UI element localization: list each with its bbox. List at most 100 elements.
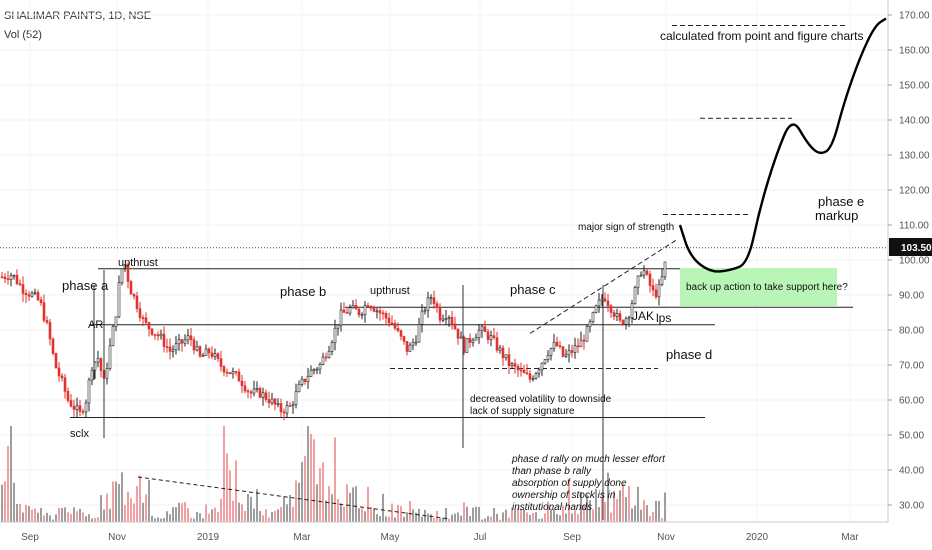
volume-bar [451, 514, 453, 522]
phase-c-label: phase c [510, 282, 556, 297]
candle-body [153, 334, 157, 336]
volume-bar [187, 508, 189, 522]
volume-bar [652, 511, 654, 522]
volume-bar [4, 481, 6, 522]
x-tick-label: Nov [108, 532, 126, 543]
volume-bar [442, 517, 444, 522]
volume-bar [184, 501, 186, 522]
x-axis-ticks: Sep Nov 2019 Mar May Jul Sep Nov 2020 Mar [21, 532, 859, 543]
volume-bar [319, 468, 321, 522]
candle-body [537, 369, 541, 374]
volume-bar [121, 472, 123, 522]
volatility-note-1: decreased volatility to downside [470, 394, 612, 405]
candle-body [378, 310, 382, 314]
candle-body [15, 274, 19, 285]
candle-body [147, 322, 151, 330]
candle-body [120, 268, 124, 284]
volume-bar [562, 505, 564, 522]
candle-body [291, 404, 295, 407]
volume-bar [70, 513, 72, 522]
candle-body [627, 317, 631, 320]
candle-body [129, 281, 133, 295]
volume-bar [454, 513, 456, 522]
volume-bar [328, 486, 330, 522]
volume-bar [7, 445, 9, 522]
candle-body [660, 276, 664, 285]
candle-body [132, 293, 136, 297]
candle-body [243, 385, 247, 392]
x-tick-label: Sep [563, 532, 581, 543]
candle-body [6, 278, 10, 281]
volume-bar [391, 503, 393, 522]
jak-label: JAK [632, 309, 654, 323]
volume-bar [643, 500, 645, 522]
volume-bar [445, 507, 447, 522]
volume-bar [169, 514, 171, 522]
chart-title: SHALIMAR PAINTS, 1D, NSE [4, 10, 152, 22]
volume-bar [193, 518, 195, 522]
candle-body [60, 375, 64, 379]
volume-bar [277, 509, 279, 522]
candle-body [621, 319, 625, 325]
candle-body [564, 354, 568, 357]
candle-body [552, 341, 556, 349]
volume-bar [175, 507, 177, 522]
volume-bar [556, 513, 558, 522]
volume-bar [34, 508, 36, 522]
volume-bar [292, 506, 294, 522]
candle-body [390, 322, 394, 325]
y-tick-label: 40.00 [899, 466, 924, 477]
volume-bar [553, 509, 555, 522]
volume-bar [601, 496, 603, 522]
candle-body [96, 358, 100, 363]
candle-body [267, 399, 271, 404]
volume-bar [658, 500, 660, 522]
candle-body [567, 350, 571, 356]
volume-bar [100, 495, 102, 522]
candle-body [531, 378, 535, 380]
volume-bar [157, 517, 159, 522]
candle-body [372, 308, 376, 312]
candle-body [207, 348, 211, 354]
candle-body [393, 323, 397, 329]
candle-body [318, 363, 322, 370]
volume-bar [124, 505, 126, 522]
candle-body [174, 343, 178, 351]
volume-bar [607, 472, 609, 522]
candle-body [225, 371, 229, 374]
volume-bar [313, 439, 315, 522]
volume-bar [91, 518, 93, 522]
volume-bar [409, 500, 411, 522]
projection-curve [678, 17, 887, 273]
volume-bar [133, 503, 135, 522]
annotation-lines [0, 25, 888, 418]
x-tick-label: May [381, 532, 400, 543]
candle-body [609, 305, 613, 313]
candle-body [141, 317, 145, 319]
volume-bar [589, 500, 591, 522]
volatility-note-2: lack of supply signature [470, 406, 575, 417]
volume-bar [310, 433, 312, 522]
volume-bar [376, 514, 378, 522]
volume-bar [202, 518, 204, 522]
volume-bar [397, 504, 399, 522]
candle-body [501, 347, 505, 359]
candle-body [297, 383, 301, 393]
volume-bar [22, 512, 24, 522]
y-tick-label: 80.00 [899, 326, 924, 337]
volume-bar [85, 516, 87, 522]
x-tick-label: 2020 [746, 532, 769, 543]
volume-bar [493, 507, 495, 522]
volume-bar [529, 514, 531, 522]
volume-bar [646, 505, 648, 522]
x-tick-label: Jul [474, 532, 487, 543]
candle-body [402, 336, 406, 342]
volume-bar [163, 517, 165, 522]
candle-body [576, 345, 580, 348]
trend-channel [529, 238, 679, 334]
volume-bar [178, 502, 180, 522]
candle-body [579, 339, 583, 348]
candle-body [336, 324, 340, 329]
volume-bar [40, 507, 42, 522]
